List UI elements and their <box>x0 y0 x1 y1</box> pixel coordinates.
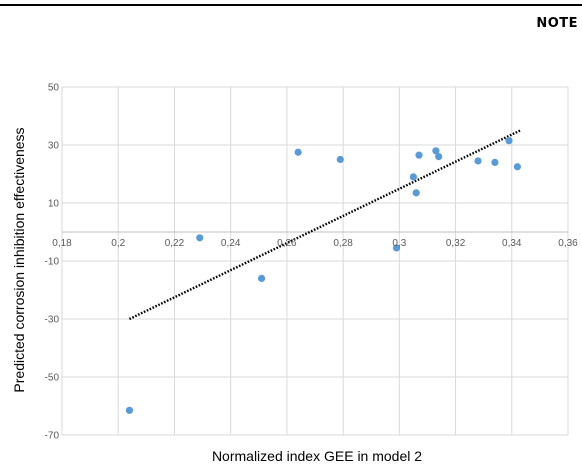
x-tick-label: 0,28 <box>333 238 353 249</box>
grid-lines <box>61 86 569 436</box>
x-tick-label: 0,26 <box>277 238 297 249</box>
data-point <box>125 406 134 414</box>
linear-trendline <box>128 129 521 321</box>
x-tick-label: 0,36 <box>558 238 578 249</box>
data-point <box>392 244 401 252</box>
data-point <box>435 153 443 161</box>
data-point <box>336 155 344 164</box>
x-tick-label: 0,24 <box>221 238 241 249</box>
note-label: NOTE <box>536 16 578 31</box>
data-point <box>409 173 417 181</box>
data-point <box>196 234 204 242</box>
y-tick-label: -70 <box>45 431 60 442</box>
data-point <box>432 147 440 155</box>
x-tick-label: 0,32 <box>446 238 466 249</box>
y-tick-label: -50 <box>45 373 60 384</box>
y-tick-label: 10 <box>48 199 60 210</box>
data-point <box>513 163 522 171</box>
y-tick-label: 30 <box>48 141 60 152</box>
x-axis-title: Normalized index GEE in model 2 <box>212 448 422 464</box>
data-points <box>125 137 522 414</box>
data-point <box>491 158 499 166</box>
x-tick-label: 0,2 <box>111 238 125 249</box>
y-axis-title: Predicted corrosion inhibition effective… <box>11 127 27 392</box>
x-tick-label: 0,22 <box>165 238 185 249</box>
data-point <box>412 189 420 197</box>
x-tick-label: 0,18 <box>52 238 72 249</box>
y-tick-label: -10 <box>45 257 60 268</box>
data-point <box>294 148 302 156</box>
data-point <box>415 151 423 159</box>
x-tick-label: 0,3 <box>392 238 406 249</box>
y-tick-label: 50 <box>48 83 60 94</box>
y-tick-label: -30 <box>45 315 60 326</box>
x-tick-label: 0,34 <box>502 238 522 249</box>
data-point <box>257 274 266 282</box>
data-point <box>505 137 513 145</box>
tick-labels: -70 -50 -30 -10 10 30 50 0,18 0,2 0,22 0,24 0,26 0,2… <box>45 83 579 442</box>
trendline-layer <box>128 129 521 321</box>
data-point <box>474 157 482 165</box>
top-rule <box>0 4 582 6</box>
